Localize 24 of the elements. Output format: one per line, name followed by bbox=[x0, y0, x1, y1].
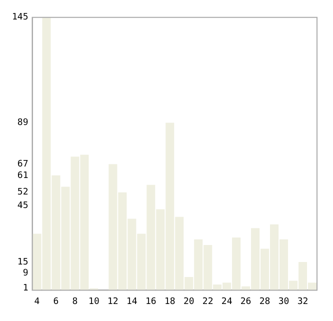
x-tick-label: 10 bbox=[88, 296, 100, 307]
x-tick-label: 12 bbox=[108, 296, 118, 307]
x-tick-label: 28 bbox=[259, 296, 270, 307]
x-tick-label: 32 bbox=[297, 296, 308, 307]
x-tick-label: 18 bbox=[164, 296, 176, 307]
x-tick-label: 30 bbox=[278, 296, 290, 307]
x-tick-label: 20 bbox=[183, 296, 194, 307]
x-tick-label: 6 bbox=[53, 296, 59, 307]
y-tick-label: 67 bbox=[17, 159, 28, 170]
x-tick-label: 26 bbox=[240, 296, 252, 307]
y-tick-label: 52 bbox=[17, 188, 28, 198]
y-tick-label: 45 bbox=[17, 200, 28, 211]
y-tick-label: 145 bbox=[12, 12, 28, 23]
y-tick-label: 15 bbox=[17, 257, 28, 268]
x-tick-label: 4 bbox=[34, 296, 40, 307]
x-tick-label: 14 bbox=[126, 296, 138, 307]
x-tick-label: 8 bbox=[72, 296, 78, 307]
x-tick-label: 22 bbox=[202, 296, 214, 307]
x-tick-label: 24 bbox=[221, 296, 232, 307]
x-tick-label: 16 bbox=[145, 296, 156, 307]
y-tick-label: 61 bbox=[17, 170, 28, 181]
y-tick-label: 1 bbox=[22, 284, 28, 294]
y-tick-label: 9 bbox=[22, 268, 28, 279]
y-tick-label: 89 bbox=[17, 118, 28, 128]
